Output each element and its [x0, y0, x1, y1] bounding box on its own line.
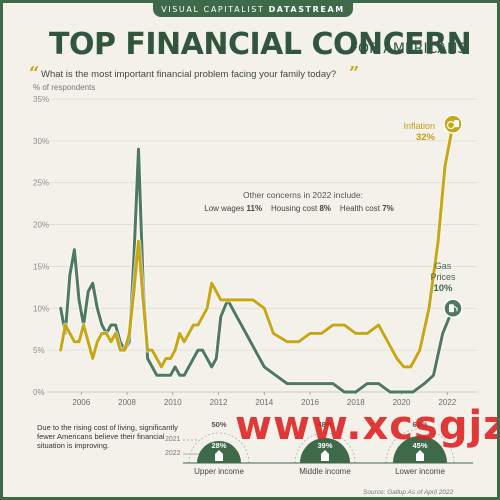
y-axis-ticks: 0% 5% 10% 15% 20% 25% 30% 35% [33, 95, 49, 397]
upper-income-label: Upper income [194, 467, 244, 476]
house-icon [215, 450, 424, 461]
year-2022-label: 2022 [165, 450, 181, 457]
middle-2021-value: 48% [317, 420, 333, 429]
y-tick-label: 10% [33, 304, 49, 313]
x-tick-label: 2020 [393, 398, 411, 407]
other-concerns-heading: Other concerns in 2022 include: [242, 190, 364, 200]
dome-2022-lower [393, 436, 447, 463]
upper-2021-value: 50% [211, 420, 227, 429]
x-tick-label: 2008 [118, 398, 136, 407]
other-concerns-list: Low wages 11% Housing cost 8% Health cos… [199, 204, 399, 213]
x-tick-label: 2022 [438, 398, 456, 407]
concern-value: 7% [382, 204, 394, 213]
y-tick-label: 5% [33, 346, 45, 355]
chart-grid [47, 98, 477, 393]
concern-value: 8% [319, 204, 332, 213]
y-tick-label: 35% [33, 95, 49, 104]
gas-series-name-1: Gas [434, 261, 452, 271]
x-tick-label: 2014 [255, 398, 273, 407]
x-tick-label: 2006 [72, 398, 90, 407]
x-axis-ticks: 2006 2008 2010 2012 2014 2016 2018 2020 2022 [72, 392, 457, 407]
inflation-series-name: Inflation [403, 121, 435, 131]
y-tick-label: 25% [33, 179, 49, 188]
gas-pump-body [448, 304, 454, 313]
chart-series [58, 121, 456, 395]
dome-2021-lower [385, 428, 455, 464]
gas-prices-line [59, 147, 455, 394]
chart-markers [443, 114, 463, 319]
middle-income-label: Middle income [299, 467, 351, 476]
inflation-line [59, 122, 455, 369]
quote-open-icon: “ [29, 63, 40, 84]
x-tick-label: 2010 [164, 398, 182, 407]
middle-2022-value: 39% [317, 441, 333, 450]
concern-value: 11% [246, 204, 263, 213]
watermark-text: www.xcsgjz.com [235, 403, 497, 449]
brand-name: VISUAL CAPITALIST [161, 5, 265, 14]
x-tick-label: 2016 [301, 398, 319, 407]
source-note: Source: Gallup As of April 2022 [363, 489, 454, 496]
gas-series-name-2: Prices [430, 272, 456, 282]
lower-2022-value: 45% [412, 441, 428, 450]
y-tick-label: 15% [33, 262, 49, 271]
gas-value: 10% [433, 283, 453, 294]
coin-stack-shape [453, 120, 459, 128]
concern-label: Health cost [339, 204, 380, 213]
page-subtitle: FOR AMERICANS [350, 41, 467, 57]
line-chart: 0%5%10%15%20%25%30%35% 2006 2008 2010 2012 2… [33, 95, 477, 407]
lower-2021-value: 63% [412, 420, 428, 429]
y-axis-label: % of respondents [33, 83, 96, 92]
dome-2021-middle [294, 432, 356, 464]
survey-question: What is the most important financial pro… [41, 69, 337, 80]
page-title: TOP FINANCIAL CONCERN [49, 27, 472, 62]
income-callout: Due to the rising cost of living, signif… [37, 423, 178, 450]
brand-product: DATASTREAM [268, 5, 345, 14]
upper-2022-value: 28% [211, 441, 227, 450]
gas-label: Gas Prices 10% [423, 261, 463, 294]
quote-close-icon: ” [349, 63, 360, 84]
year-2021-label: 2021 [165, 436, 181, 443]
inflation-label: Inflation 32% [387, 121, 435, 143]
concern-label: Housing cost [270, 204, 318, 213]
brand-tab: VISUAL CAPITALIST DATASTREAM [153, 3, 353, 17]
coins-icon [443, 114, 463, 134]
dome-2021-upper [188, 432, 250, 464]
y-tick-label: 20% [33, 221, 49, 230]
inflation-value: 32% [415, 132, 435, 143]
x-tick-label: 2012 [210, 398, 228, 407]
income-domes [183, 428, 473, 464]
gas-pump-hose [453, 305, 458, 312]
y-tick-label: 30% [33, 137, 49, 146]
concern-label: Low wages [204, 204, 245, 213]
lower-income-label: Lower income [395, 467, 445, 476]
y-tick-label: 0% [33, 388, 45, 397]
x-tick-label: 2018 [347, 398, 365, 407]
